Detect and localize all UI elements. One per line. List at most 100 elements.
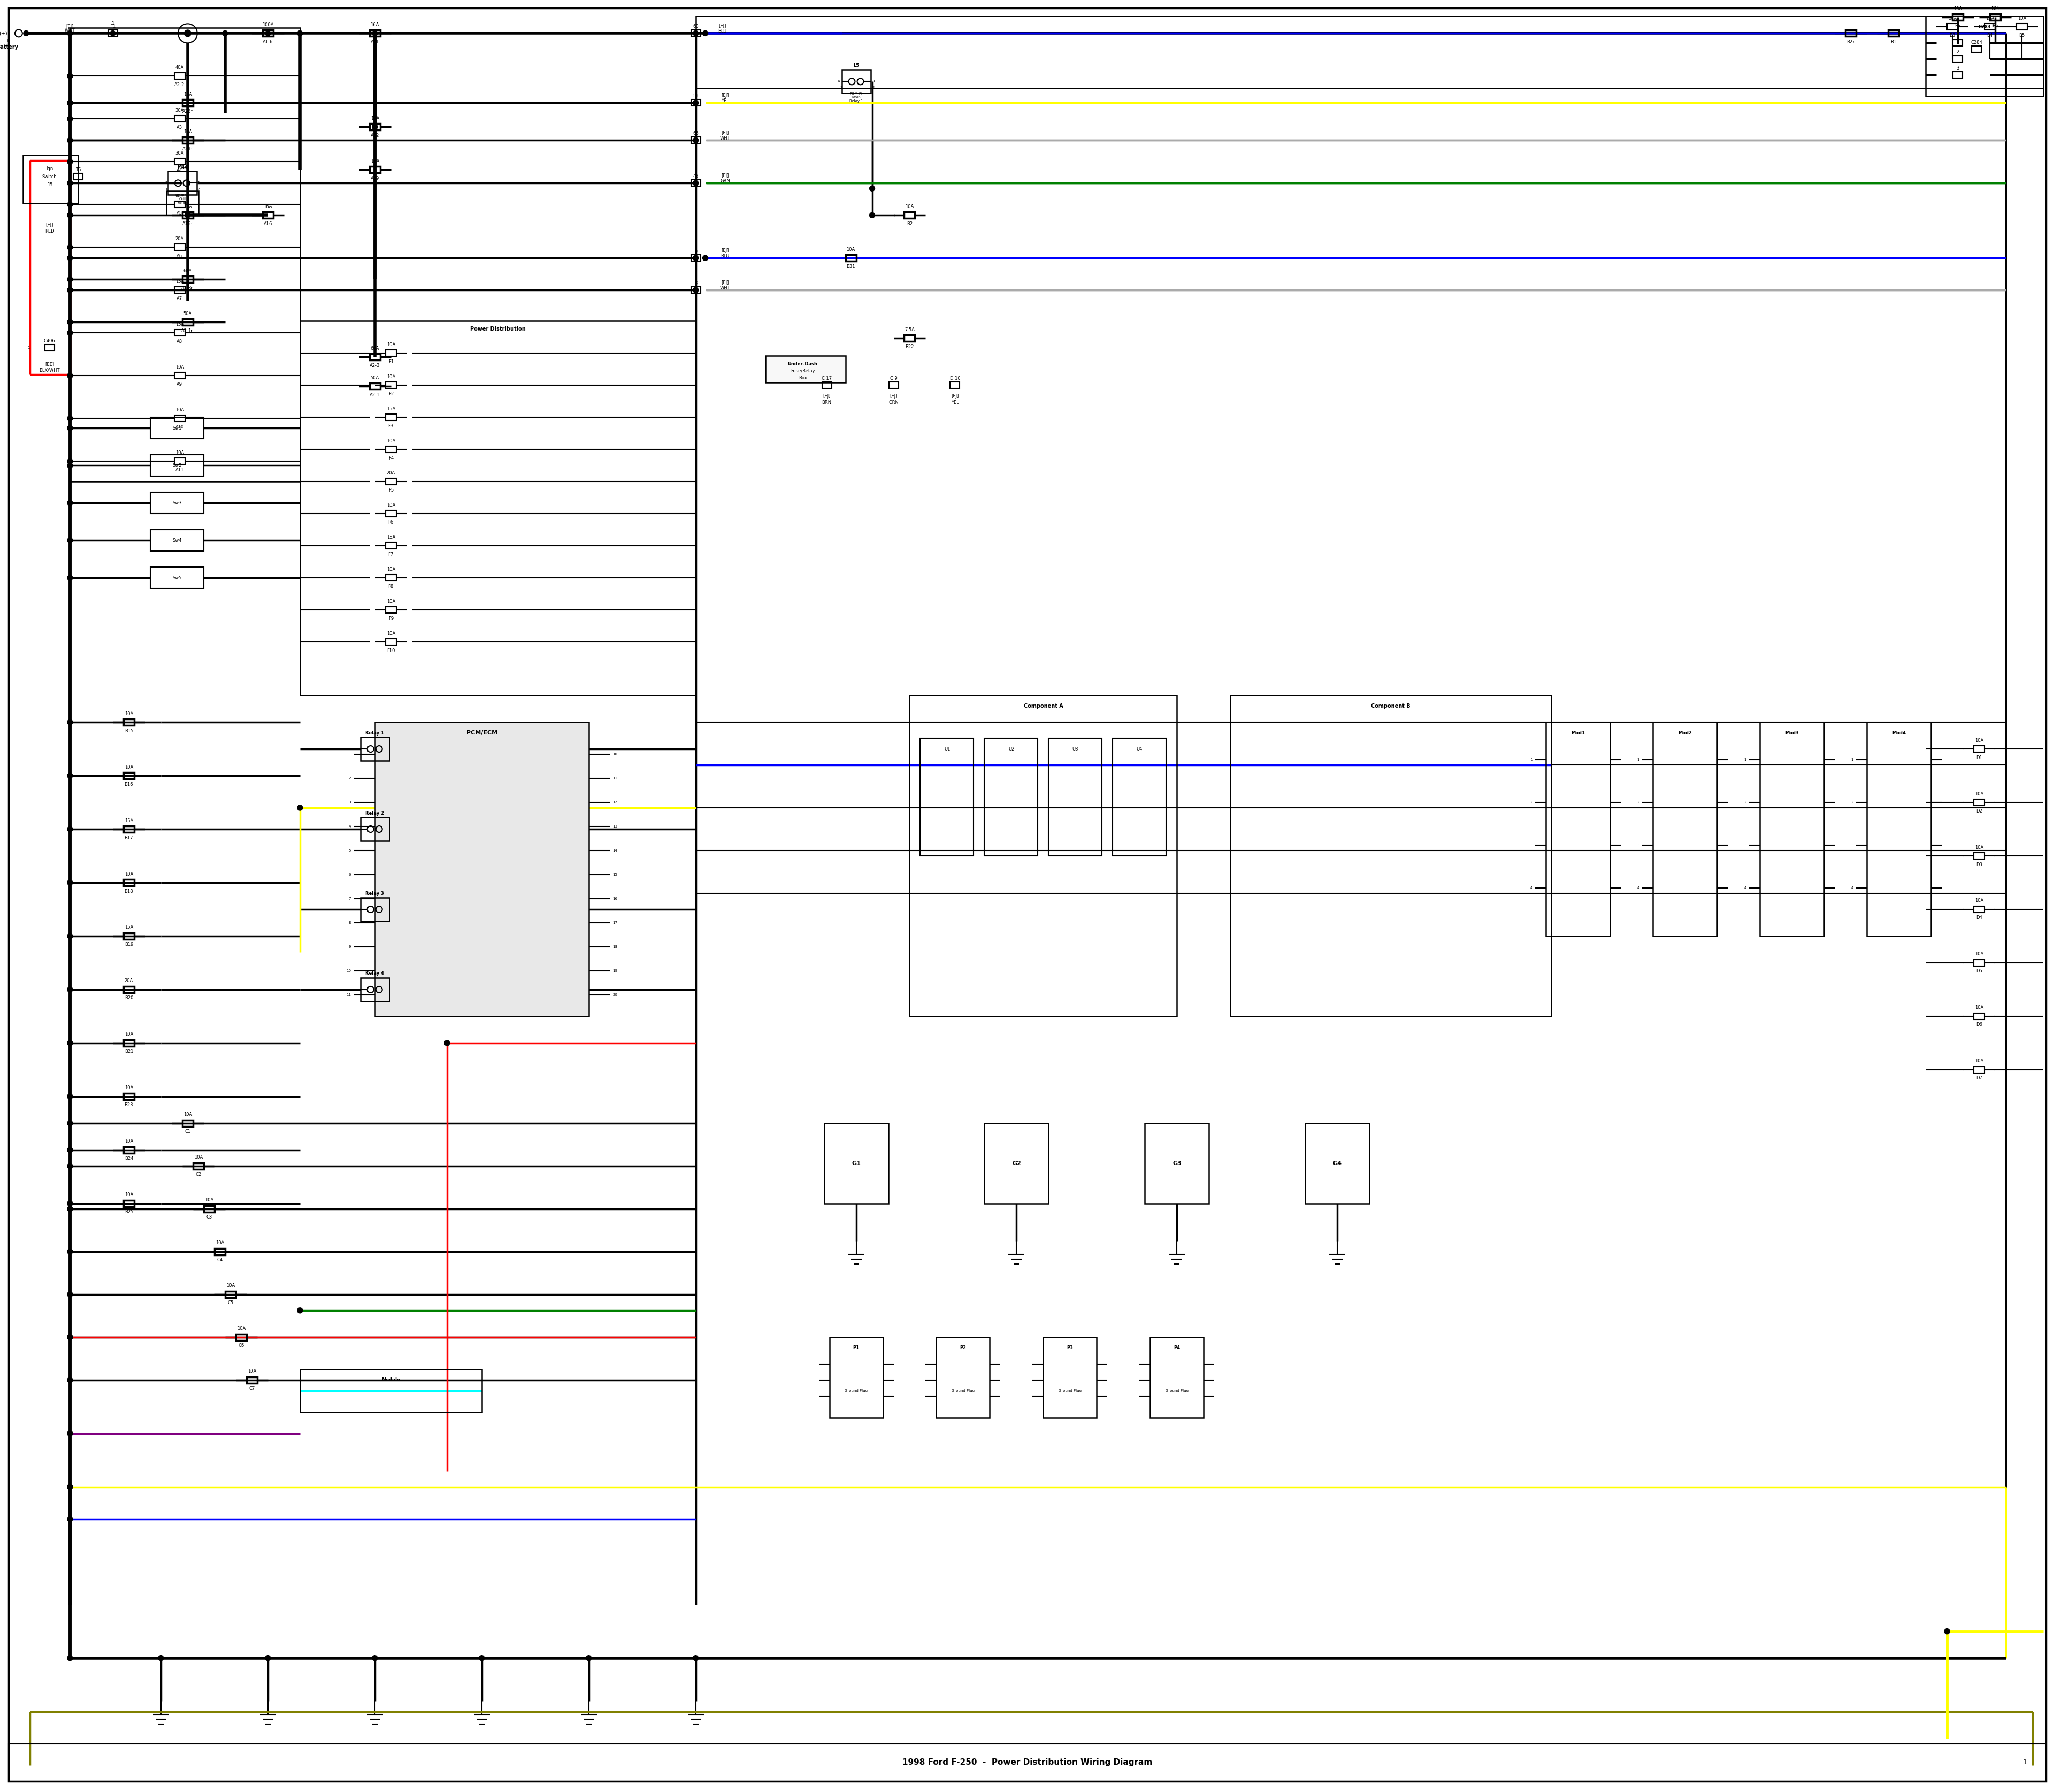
Text: 3: 3 bbox=[349, 801, 351, 805]
Bar bbox=[904, 335, 914, 342]
Text: 10A: 10A bbox=[193, 1156, 203, 1159]
Text: B25: B25 bbox=[125, 1210, 134, 1215]
Bar bbox=[370, 353, 380, 360]
Bar bbox=[1150, 1337, 1204, 1417]
Text: (+): (+) bbox=[0, 30, 8, 36]
Text: 10A: 10A bbox=[1947, 16, 1957, 22]
Text: 8: 8 bbox=[349, 921, 351, 925]
Text: [EJ]: [EJ] bbox=[721, 131, 729, 134]
Text: B20: B20 bbox=[125, 996, 134, 1000]
Text: Ign: Ign bbox=[45, 167, 53, 170]
Circle shape bbox=[702, 254, 709, 260]
Circle shape bbox=[68, 459, 72, 464]
Text: Power Distribution: Power Distribution bbox=[470, 326, 526, 332]
Text: 12: 12 bbox=[612, 801, 618, 805]
Text: 2: 2 bbox=[1744, 801, 1746, 805]
Text: 4: 4 bbox=[1637, 887, 1639, 889]
Bar bbox=[359, 737, 390, 760]
Circle shape bbox=[68, 213, 72, 219]
Bar bbox=[175, 330, 185, 337]
Text: A8: A8 bbox=[177, 339, 183, 344]
Text: [EI]: [EI] bbox=[66, 23, 74, 29]
Circle shape bbox=[298, 805, 302, 810]
Text: [EJ]: [EJ] bbox=[45, 222, 53, 228]
Bar bbox=[1953, 39, 1962, 47]
Text: 10A: 10A bbox=[1974, 738, 1984, 742]
Circle shape bbox=[265, 1656, 271, 1661]
Text: 15: 15 bbox=[76, 167, 80, 172]
Bar bbox=[1974, 745, 1984, 753]
Bar bbox=[203, 1206, 214, 1211]
Text: A11: A11 bbox=[175, 468, 185, 471]
Text: G3: G3 bbox=[1173, 1161, 1181, 1167]
Bar bbox=[226, 1292, 236, 1297]
Text: F8: F8 bbox=[388, 584, 394, 590]
Text: 3: 3 bbox=[873, 81, 875, 82]
Text: C4: C4 bbox=[218, 1258, 222, 1263]
Bar bbox=[175, 244, 185, 251]
Circle shape bbox=[692, 254, 698, 260]
Text: F9: F9 bbox=[388, 616, 394, 620]
Text: 10A: 10A bbox=[386, 566, 394, 572]
Bar bbox=[696, 16, 2044, 88]
Text: A2-1: A2-1 bbox=[370, 392, 380, 398]
Text: 60A: 60A bbox=[370, 346, 380, 351]
Text: Relay 4: Relay 4 bbox=[366, 971, 384, 977]
Bar bbox=[1953, 56, 1962, 63]
Text: Component B: Component B bbox=[1372, 704, 1411, 710]
Bar bbox=[183, 211, 193, 219]
Circle shape bbox=[68, 100, 72, 106]
Text: A29r: A29r bbox=[183, 147, 193, 151]
Bar bbox=[1974, 853, 1984, 858]
Text: T1: T1 bbox=[111, 23, 115, 29]
Bar bbox=[246, 1376, 257, 1383]
Circle shape bbox=[692, 30, 698, 36]
Text: 20A: 20A bbox=[386, 471, 394, 475]
Text: 10A: 10A bbox=[183, 129, 191, 134]
Text: Ground Plug: Ground Plug bbox=[1058, 1389, 1082, 1392]
Text: C2: C2 bbox=[195, 1172, 201, 1177]
Circle shape bbox=[68, 1378, 72, 1383]
Circle shape bbox=[372, 1656, 378, 1661]
Text: 15A: 15A bbox=[175, 323, 185, 326]
Text: 17: 17 bbox=[612, 921, 618, 925]
Bar bbox=[359, 898, 390, 921]
Text: L5: L5 bbox=[852, 63, 859, 68]
Text: D5: D5 bbox=[1976, 969, 1982, 973]
Bar bbox=[175, 287, 185, 294]
Circle shape bbox=[68, 720, 72, 724]
Bar bbox=[8, 1744, 2046, 1781]
Text: D3: D3 bbox=[1976, 862, 1982, 867]
Text: B3: B3 bbox=[1949, 32, 1955, 38]
Bar bbox=[45, 344, 55, 351]
Text: 10: 10 bbox=[612, 753, 618, 756]
Circle shape bbox=[68, 319, 72, 324]
Text: C 9: C 9 bbox=[889, 376, 898, 380]
Bar bbox=[386, 414, 396, 421]
Bar bbox=[386, 478, 396, 486]
Bar bbox=[175, 416, 185, 421]
Text: PCM/ECM: PCM/ECM bbox=[466, 729, 497, 735]
Bar bbox=[386, 382, 396, 389]
Text: RED: RED bbox=[45, 229, 53, 233]
Bar bbox=[123, 934, 134, 939]
Text: P3: P3 bbox=[1066, 1346, 1072, 1351]
Text: 11: 11 bbox=[345, 993, 351, 996]
Text: F5: F5 bbox=[388, 487, 394, 493]
Text: Sw4: Sw4 bbox=[173, 538, 181, 543]
Text: GRN: GRN bbox=[721, 179, 729, 183]
Text: 10A: 10A bbox=[386, 631, 394, 636]
Circle shape bbox=[68, 1335, 72, 1340]
Text: C5: C5 bbox=[228, 1301, 234, 1305]
Text: G2: G2 bbox=[1013, 1161, 1021, 1167]
Text: 2: 2 bbox=[1955, 50, 1960, 54]
Text: A22: A22 bbox=[370, 133, 380, 138]
Bar bbox=[183, 1120, 193, 1127]
Text: 6: 6 bbox=[349, 873, 351, 876]
Text: 4: 4 bbox=[349, 824, 351, 828]
Bar bbox=[175, 373, 185, 378]
Text: 10A: 10A bbox=[175, 450, 185, 455]
Bar bbox=[123, 1039, 134, 1047]
Text: Ground Plug: Ground Plug bbox=[1165, 1389, 1189, 1392]
Bar bbox=[150, 530, 203, 552]
